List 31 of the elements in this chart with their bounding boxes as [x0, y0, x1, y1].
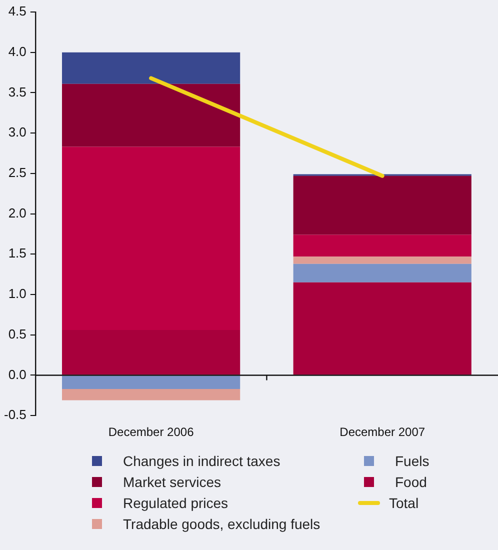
legend-label: Market services	[123, 474, 222, 490]
x-tick-label: December 2006	[108, 425, 194, 440]
y-tick-label: 0.0	[8, 366, 26, 382]
y-tick-label: 3.0	[8, 124, 26, 140]
bar	[293, 264, 472, 282]
bar	[62, 84, 240, 147]
bar	[62, 376, 240, 389]
bar	[293, 176, 472, 235]
y-tick-label: 2.5	[8, 165, 26, 180]
y-tick-label: -0.5	[4, 407, 26, 422]
y-tick-label: 0.5	[8, 326, 26, 342]
legend-label: Regulated prices	[123, 494, 228, 510]
y-tick-label: 1.5	[8, 246, 26, 261]
bar	[62, 330, 240, 375]
bar	[62, 388, 240, 400]
legend-label: Changes in indirect taxes	[123, 452, 280, 468]
y-tick-label: 4.0	[8, 44, 26, 59]
y-tick-label: 2.0	[8, 205, 26, 220]
x-tick-label: December 2007	[340, 425, 426, 440]
legend-label: Tradable goods, excluding fuels	[123, 516, 320, 532]
legend-label: Fuels	[395, 452, 430, 468]
legend-label: Food	[395, 474, 427, 490]
y-tick-label: 4.5	[8, 4, 26, 19]
bar	[293, 256, 472, 264]
bar	[62, 52, 240, 84]
legend-label: Total	[389, 494, 419, 510]
bar	[293, 234, 472, 257]
bar	[62, 146, 240, 330]
y-tick-label: 3.5	[8, 84, 26, 100]
bar	[293, 282, 472, 375]
y-tick-label: 1.0	[8, 286, 26, 302]
